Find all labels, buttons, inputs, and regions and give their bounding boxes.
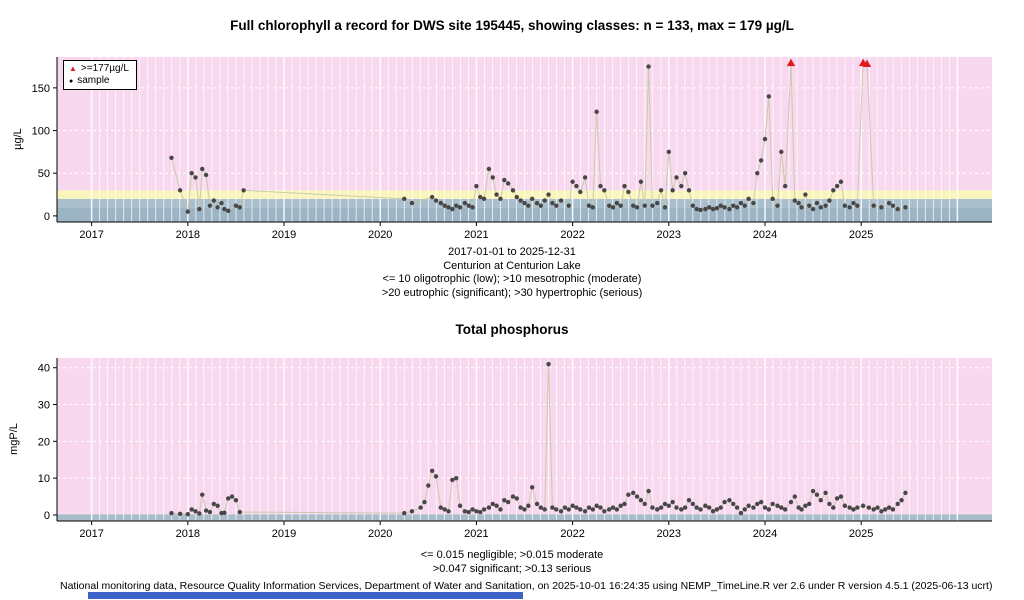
caption-p-classes-line2: >0.047 significant; >0.13 serious bbox=[432, 562, 592, 575]
svg-text:2024: 2024 bbox=[753, 229, 777, 241]
svg-text:2025: 2025 bbox=[849, 528, 873, 540]
caption-date-range: 2017-01-01 to 2025-12-31 bbox=[448, 246, 576, 258]
svg-text:2018: 2018 bbox=[176, 528, 200, 540]
svg-text:0: 0 bbox=[44, 510, 50, 522]
svg-text:10: 10 bbox=[38, 473, 50, 485]
svg-text:150: 150 bbox=[32, 83, 50, 95]
footer-note: National monitoring data, Resource Quali… bbox=[60, 580, 993, 592]
chlorophyll-chart: 0 50 100 150 2017 2018 2019 2020 2021 2022 2023 202… bbox=[32, 57, 992, 241]
svg-text:50: 50 bbox=[38, 168, 50, 180]
legend-label-threshold: >=177µg/L bbox=[80, 63, 129, 74]
svg-text:2025: 2025 bbox=[849, 229, 873, 241]
y-axis-label-chlorophyll: µg/L bbox=[12, 128, 24, 150]
svg-text:20: 20 bbox=[38, 436, 50, 448]
svg-text:2024: 2024 bbox=[753, 528, 777, 540]
svg-text:2022: 2022 bbox=[560, 229, 584, 241]
svg-text:2019: 2019 bbox=[272, 229, 296, 241]
y-axis-label-phosphorus: mgP/L bbox=[8, 423, 20, 455]
svg-text:2021: 2021 bbox=[464, 528, 488, 540]
chlorophyll-caption-block: 2017-01-01 to 2025-12-31 Centurion at Ce… bbox=[0, 246, 1024, 300]
svg-text:2023: 2023 bbox=[657, 528, 681, 540]
phosphorus-chart-title: Total phosphorus bbox=[455, 322, 569, 337]
svg-text:2020: 2020 bbox=[368, 229, 392, 241]
svg-text:2017: 2017 bbox=[79, 528, 103, 540]
svg-text:40: 40 bbox=[38, 363, 50, 375]
svg-text:2022: 2022 bbox=[560, 528, 584, 540]
red-triangle-icon: ▲ bbox=[69, 64, 77, 73]
legend-row-sample: ● sample bbox=[69, 75, 129, 87]
svg-text:100: 100 bbox=[32, 126, 50, 138]
svg-text:30: 30 bbox=[38, 400, 50, 412]
svg-text:2020: 2020 bbox=[368, 528, 392, 540]
svg-text:2023: 2023 bbox=[657, 229, 681, 241]
caption-classes-line2: >20 eutrophic (significant); >30 hypertr… bbox=[381, 286, 643, 299]
svg-text:2021: 2021 bbox=[464, 229, 488, 241]
caption-site-name: Centurion at Centurion Lake bbox=[443, 259, 581, 272]
legend-label-sample: sample bbox=[77, 75, 110, 86]
legend-row-threshold: ▲ >=177µg/L bbox=[69, 63, 129, 75]
svg-text:2017: 2017 bbox=[79, 229, 103, 241]
svg-text:0: 0 bbox=[44, 211, 50, 223]
svg-text:2018: 2018 bbox=[176, 229, 200, 241]
chlorophyll-chart-title: Full chlorophyll a record for DWS site 1… bbox=[230, 18, 794, 33]
legend-box: ▲ >=177µg/L ● sample bbox=[63, 60, 137, 90]
svg-text:2019: 2019 bbox=[272, 528, 296, 540]
phosphorus-chart: 0 10 20 30 40 2017 2018 2019 2020 2021 2022 2023 202… bbox=[38, 358, 992, 540]
selection-highlight-bar bbox=[88, 592, 523, 599]
caption-p-classes-line1: <= 0.015 negligible; >0.015 moderate bbox=[420, 549, 604, 561]
sample-dot-icon: ● bbox=[69, 77, 74, 85]
phosphorus-caption-block: <= 0.015 negligible; >0.015 moderate >0.… bbox=[0, 549, 1024, 576]
caption-classes-line1: <= 10 oligotrophic (low); >10 mesotrophi… bbox=[382, 273, 642, 285]
